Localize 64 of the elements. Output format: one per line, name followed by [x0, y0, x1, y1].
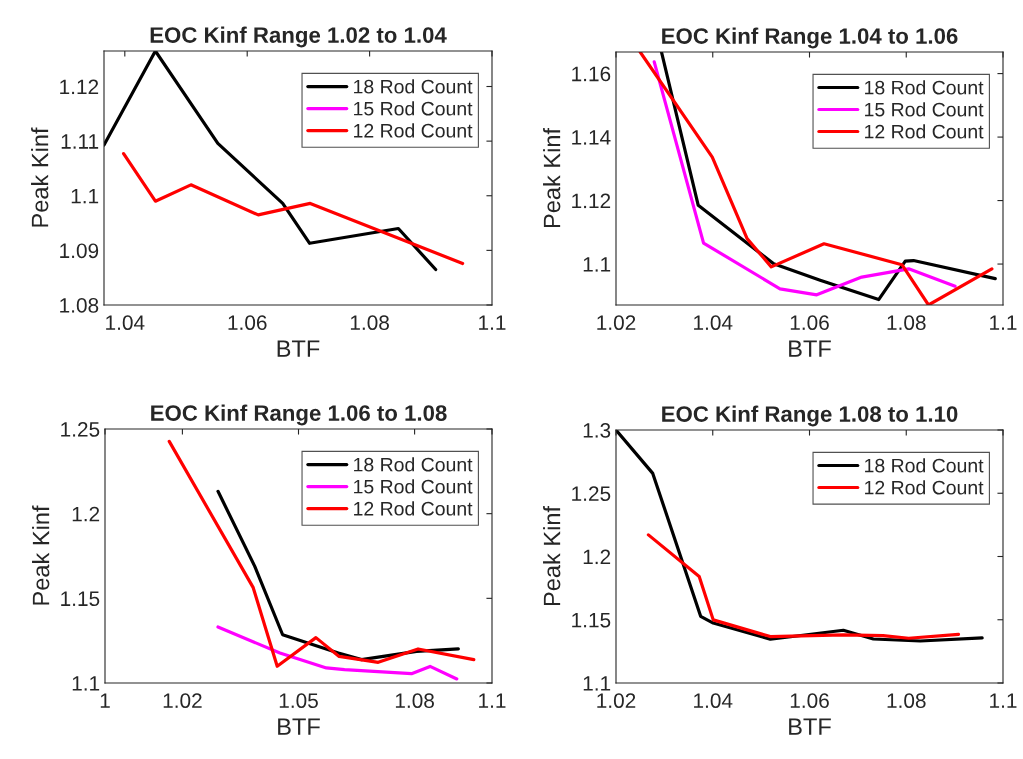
x-tick-label: 1.05: [279, 693, 318, 709]
x-tick-label: 1.06: [790, 693, 829, 709]
x-axis-title: BTF: [277, 340, 320, 357]
y-tick-label: 1.1: [583, 676, 611, 691]
legend-label: 18 Rod Count: [354, 457, 473, 472]
x-tick-label: 1.02: [163, 693, 202, 709]
x-tick-label: 1.1: [479, 693, 506, 708]
y-tick-label: 1.11: [61, 134, 99, 149]
x-tick-label: 1.1: [990, 315, 1017, 330]
y-tick-label: 1.2: [72, 506, 100, 522]
x-tick-label: 1.08: [887, 315, 926, 331]
legend-label: 15 Rod Count: [865, 102, 984, 117]
chart-title: EOC Kinf Range 1.02 to 1.04: [150, 26, 447, 48]
legend-label: 12 Rod Count: [865, 124, 984, 139]
y-axis-title: Peak Kinf: [31, 127, 49, 227]
y-tick-label: 1.1: [71, 188, 99, 204]
legend-label: 18 Rod Count: [354, 79, 473, 94]
y-tick-label: 1.15: [572, 612, 611, 628]
line-series: [216, 625, 459, 681]
y-tick-label: 1.09: [60, 243, 99, 259]
y-tick-label: 1.25: [572, 486, 611, 501]
x-axis-title: BTF: [789, 718, 831, 735]
y-tick-label: 1.15: [61, 591, 100, 607]
x-tick-label: 1.04: [106, 315, 145, 331]
x-tick-label: 1.02: [597, 315, 636, 331]
x-tick-label: 1.04: [694, 315, 733, 331]
y-tick-label: 1.16: [572, 66, 611, 82]
y-axis-title: Peak Kinf: [543, 505, 561, 606]
x-tick-label: 1.08: [395, 693, 434, 709]
x-axis-title: BTF: [789, 340, 831, 357]
x-tick-label: 1.04: [694, 693, 733, 709]
chart-title: EOC Kinf Range 1.04 to 1.06: [662, 27, 958, 49]
x-tick-label: 1.1: [990, 693, 1017, 708]
y-tick-label: 1.1: [583, 257, 611, 272]
chart-title: EOC Kinf Range 1.06 to 1.08: [151, 404, 447, 426]
line-series: [167, 439, 476, 668]
chart-title: EOC Kinf Range 1.08 to 1.10: [662, 405, 958, 427]
y-tick-label: 1.3: [583, 423, 611, 438]
y-tick-label: 1.08: [60, 298, 99, 313]
legend-label: 12 Rod Count: [354, 123, 473, 138]
legend-label: 15 Rod Count: [354, 479, 473, 494]
legend-label: 18 Rod Count: [865, 458, 984, 473]
line-series: [121, 152, 465, 266]
y-tick-label: 1.12: [60, 79, 99, 95]
x-tick-label: 1.06: [790, 315, 829, 331]
x-tick-label: 1.1: [479, 315, 506, 330]
y-tick-label: 1.25: [61, 422, 100, 437]
y-axis-title: Peak Kinf: [32, 505, 50, 605]
y-tick-label: 1.1: [72, 676, 100, 691]
legend-label: 12 Rod Count: [865, 480, 984, 495]
legend-label: 12 Rod Count: [354, 501, 473, 516]
x-tick-label: 1.08: [350, 315, 389, 331]
y-axis-title: Peak Kinf: [543, 127, 561, 228]
x-tick-label: 1.06: [228, 315, 267, 331]
legend-label: 18 Rod Count: [865, 80, 984, 95]
y-tick-label: 1.12: [572, 193, 611, 209]
x-tick-label: 1.08: [887, 693, 926, 709]
x-tick-label: 1.02: [597, 693, 636, 709]
y-tick-label: 1.2: [583, 549, 611, 565]
line-series: [646, 533, 961, 640]
legend-label: 15 Rod Count: [354, 101, 473, 116]
x-axis-title: BTF: [278, 718, 320, 735]
y-tick-label: 1.14: [572, 130, 611, 145]
x-tick-label: 1: [100, 693, 110, 708]
